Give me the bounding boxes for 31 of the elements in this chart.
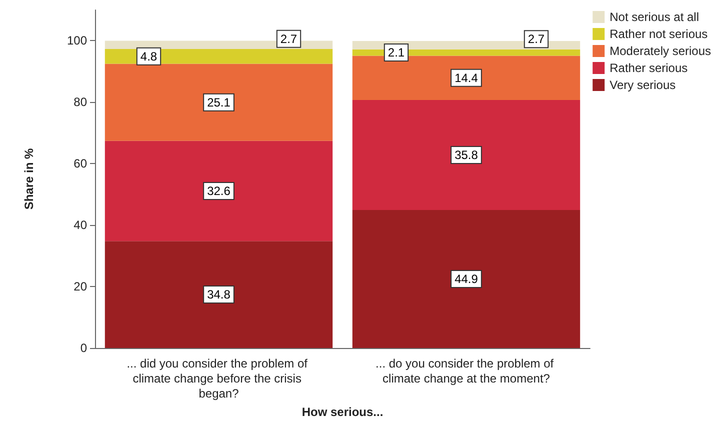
bar xyxy=(352,210,580,348)
data-label: 32.6 xyxy=(207,184,231,198)
y-tick-label: 60 xyxy=(74,156,88,171)
y-tick-label: 80 xyxy=(74,95,88,110)
legend-label: Not serious at all xyxy=(610,10,699,24)
bar xyxy=(104,140,333,242)
bar xyxy=(104,241,333,348)
legend-label: Rather not serious xyxy=(610,27,708,41)
bar xyxy=(104,64,333,141)
data-label: 4.8 xyxy=(140,49,158,64)
legend-label: Very serious xyxy=(610,78,676,92)
legend-label: Moderately serious xyxy=(610,44,712,58)
legend-label: Rather serious xyxy=(610,61,688,75)
data-label: 35.8 xyxy=(454,148,478,162)
y-tick-label: 20 xyxy=(74,280,88,294)
data-label: 44.9 xyxy=(454,272,478,286)
data-label: 2.1 xyxy=(388,46,405,60)
data-label: 34.8 xyxy=(207,288,231,302)
x-tick-label: ... do you consider the problem of climate change at the moment? xyxy=(376,356,557,386)
x-axis-title: How serious... xyxy=(302,405,384,419)
data-label: 2.7 xyxy=(528,32,545,46)
y-axis-title: Share in % xyxy=(22,148,36,210)
bar xyxy=(352,56,580,100)
x-tick-label: ... did you consider the problem of climate change before the crisis began? xyxy=(126,356,311,400)
data-label: 2.7 xyxy=(280,32,298,46)
y-tick-label: 100 xyxy=(66,34,88,48)
y-tick-label: 40 xyxy=(74,218,88,232)
bar xyxy=(352,100,580,210)
data-label: 25.1 xyxy=(207,95,231,110)
data-label: 14.4 xyxy=(454,70,478,85)
y-tick-label: 0 xyxy=(80,341,88,355)
